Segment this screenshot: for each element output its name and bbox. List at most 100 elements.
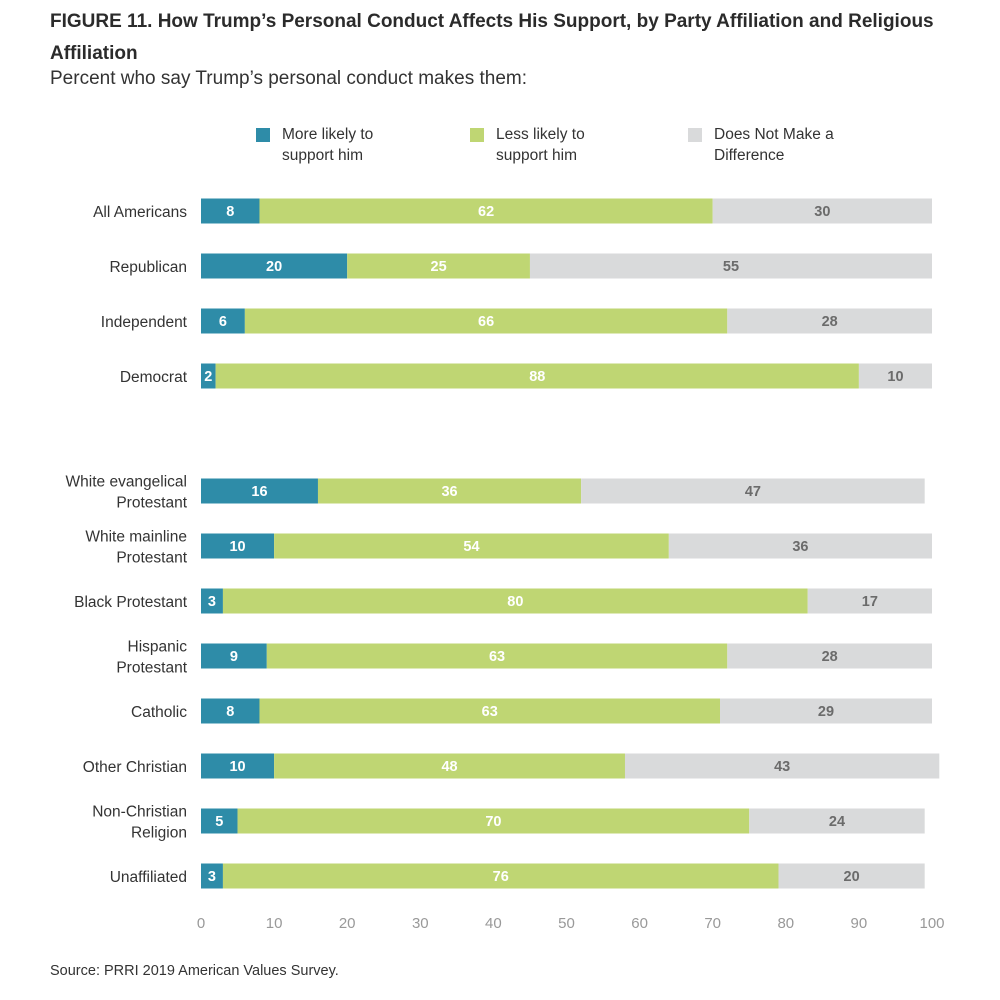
data-label: 36 <box>792 539 808 555</box>
data-label: 54 <box>463 539 479 555</box>
category-label: Other Christian <box>83 759 187 776</box>
data-label: 6 <box>219 314 227 330</box>
bar-segment-other-christian-2 <box>624 753 940 779</box>
bar-segment-catholic-0 <box>201 698 260 724</box>
data-label: 48 <box>441 759 457 775</box>
category-label: Religion <box>131 825 187 842</box>
data-label: 17 <box>862 594 878 610</box>
x-tick-label: 10 <box>266 915 283 932</box>
bar-segment-black-protestant-1 <box>222 588 808 614</box>
x-tick-label: 0 <box>197 915 205 932</box>
bar-segment-democrat-1 <box>215 363 859 389</box>
data-label: 24 <box>829 814 845 830</box>
bar-segment-independent-2 <box>727 308 932 334</box>
bar-segment-all-americans-0 <box>201 198 260 224</box>
legend-label-more-likely: More likely to support him <box>282 126 374 164</box>
bar-segment-non-christian-religion-0 <box>201 808 238 834</box>
bar-segment-all-americans-1 <box>259 198 713 224</box>
x-tick-label: 100 <box>919 915 944 932</box>
data-label: 3 <box>208 869 216 885</box>
bar-segment-catholic-1 <box>259 698 721 724</box>
bar-segment-democrat-2 <box>858 363 932 389</box>
x-tick-label: 40 <box>485 915 502 932</box>
bar-segment-unaffiliated-0 <box>201 863 223 889</box>
data-label: 63 <box>489 649 505 665</box>
bar-segment-republican-0 <box>201 253 348 279</box>
data-label: 76 <box>493 869 509 885</box>
bar-segment-republican-2 <box>529 253 932 279</box>
legend-swatch-more-likely <box>256 128 270 142</box>
data-label: 66 <box>478 314 494 330</box>
chart-subtitle: Percent who say Trump’s personal conduct… <box>50 68 527 89</box>
data-label: 8 <box>226 204 234 220</box>
bar-segment-independent-0 <box>201 308 245 334</box>
bar-segment-hispanic-protestant-1 <box>266 643 728 669</box>
bar-segment-catholic-2 <box>720 698 932 724</box>
category-label: Protestant <box>116 550 187 567</box>
bar-segment-unaffiliated-2 <box>778 863 925 889</box>
bar-segment-white-evangelical-protestant-1 <box>317 478 582 504</box>
x-tick-label: 80 <box>777 915 794 932</box>
bar-segment-white-mainline-protestant-0 <box>201 533 275 559</box>
data-label: 20 <box>844 869 860 885</box>
category-label: White mainline <box>85 529 187 546</box>
legend-label-no-difference: Does Not Make a Difference <box>714 126 834 164</box>
legend-swatch-less-likely <box>470 128 484 142</box>
bar-segment-black-protestant-2 <box>807 588 932 614</box>
data-label: 28 <box>822 649 838 665</box>
x-tick-label: 50 <box>558 915 575 932</box>
bar-segment-non-christian-religion-1 <box>237 808 750 834</box>
bar-segment-white-mainline-protestant-2 <box>668 533 932 559</box>
data-label: 10 <box>229 539 245 555</box>
bar-segment-white-evangelical-protestant-0 <box>201 478 318 504</box>
x-tick-label: 20 <box>339 915 356 932</box>
category-label: Republican <box>109 259 187 276</box>
category-label: Black Protestant <box>74 594 188 611</box>
data-label: 28 <box>822 314 838 330</box>
bar-segment-non-christian-religion-2 <box>749 808 925 834</box>
category-label: Independent <box>101 314 188 331</box>
bar-segment-other-christian-0 <box>201 753 275 779</box>
bar-segment-independent-1 <box>244 308 728 334</box>
source-note: Source: PRRI 2019 American Values Survey… <box>50 963 339 979</box>
data-label: 36 <box>441 484 457 500</box>
data-label: 8 <box>226 704 234 720</box>
data-label: 62 <box>478 204 494 220</box>
bar-segment-unaffiliated-1 <box>222 863 779 889</box>
data-label: 5 <box>215 814 223 830</box>
data-label: 10 <box>887 369 903 385</box>
bar-segment-republican-1 <box>347 253 530 279</box>
x-tick-label: 60 <box>631 915 648 932</box>
data-label: 25 <box>431 259 447 275</box>
data-label: 43 <box>774 759 790 775</box>
bar-segment-white-mainline-protestant-1 <box>274 533 669 559</box>
data-label: 70 <box>485 814 501 830</box>
data-label: 20 <box>266 259 282 275</box>
data-label: 30 <box>814 204 830 220</box>
data-label: 47 <box>745 484 761 500</box>
data-label: 2 <box>204 369 212 385</box>
category-label: Hispanic <box>128 639 188 656</box>
category-label: Democrat <box>120 369 188 386</box>
bar-segment-white-evangelical-protestant-2 <box>581 478 925 504</box>
data-label: 9 <box>230 649 238 665</box>
category-label: White evangelical <box>66 474 187 491</box>
data-label: 80 <box>507 594 523 610</box>
bar-segment-hispanic-protestant-2 <box>727 643 932 669</box>
bar-segment-democrat-0 <box>201 363 216 389</box>
data-label: 29 <box>818 704 834 720</box>
bar-segment-black-protestant-0 <box>201 588 223 614</box>
category-label: All Americans <box>93 204 187 221</box>
bar-segment-all-americans-2 <box>712 198 932 224</box>
data-label: 3 <box>208 594 216 610</box>
category-label: Non-Christian <box>92 804 187 821</box>
data-label: 10 <box>229 759 245 775</box>
legend-label-less-likely: Less likely to support him <box>496 126 585 164</box>
legend-item-more-likely: More likely to support him <box>256 124 373 166</box>
category-label: Protestant <box>116 495 187 512</box>
x-tick-label: 30 <box>412 915 429 932</box>
x-tick-label: 90 <box>851 915 868 932</box>
category-label: Protestant <box>116 660 187 677</box>
bar-segment-other-christian-1 <box>274 753 625 779</box>
